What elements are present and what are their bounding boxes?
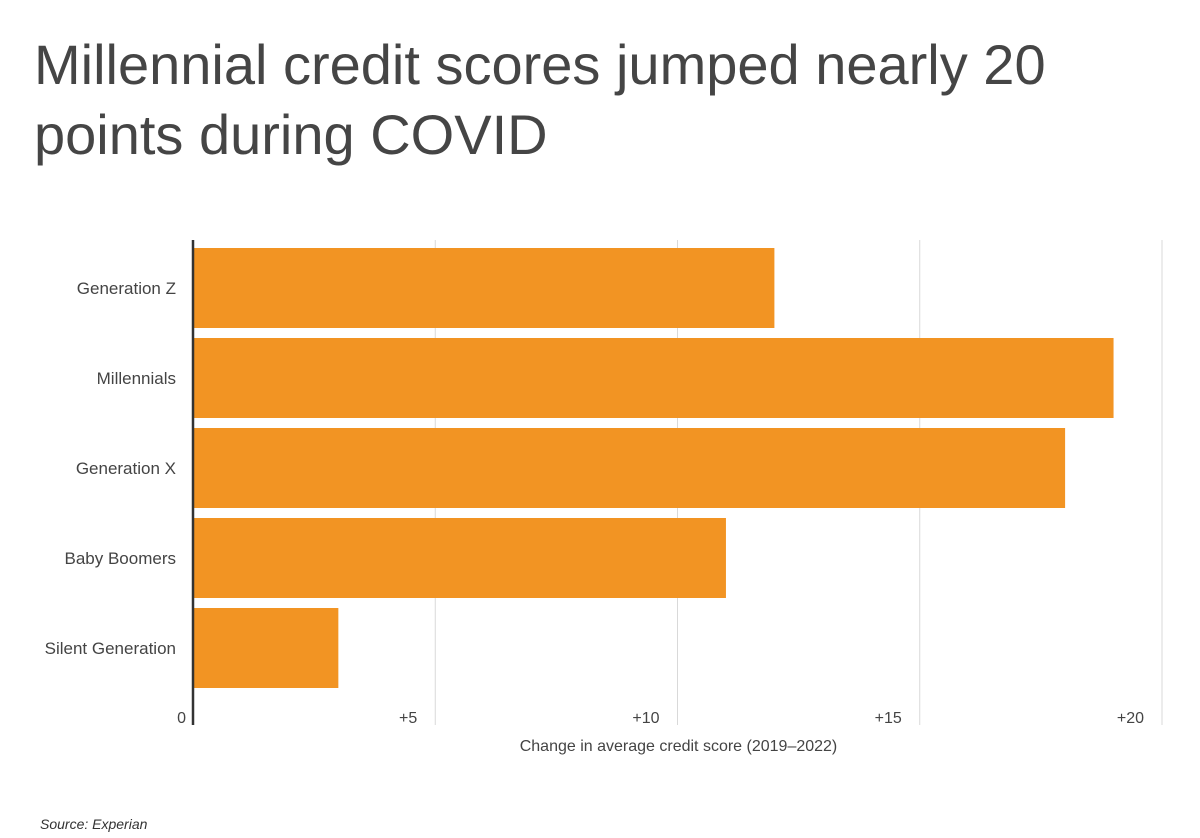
category-label: Generation X	[76, 459, 176, 478]
x-tick-label: +15	[875, 710, 902, 727]
bar	[193, 518, 726, 598]
category-labels: Generation Z Millennials Generation X Baby …	[45, 279, 176, 658]
bar	[193, 248, 775, 328]
x-tick-label: 0	[177, 710, 186, 727]
bars	[193, 248, 1114, 688]
category-label: Baby Boomers	[65, 549, 177, 568]
x-tick-label: +10	[632, 710, 659, 727]
category-label: Silent Generation	[45, 639, 176, 658]
bar	[193, 428, 1066, 508]
chart-title: Millennial credit scores jumped nearly 2…	[34, 33, 1046, 166]
category-label: Millennials	[97, 369, 176, 388]
x-tick-label: +5	[399, 710, 417, 727]
source-note: Source: Experian	[40, 816, 148, 832]
bar	[193, 338, 1114, 418]
x-tick-label: +20	[1117, 710, 1144, 727]
category-label: Generation Z	[77, 279, 176, 298]
x-axis-title: Change in average credit score (2019–202…	[520, 738, 838, 755]
x-tick-labels: 0 +5 +10 +15 +20	[177, 710, 1144, 727]
bar	[193, 608, 339, 688]
